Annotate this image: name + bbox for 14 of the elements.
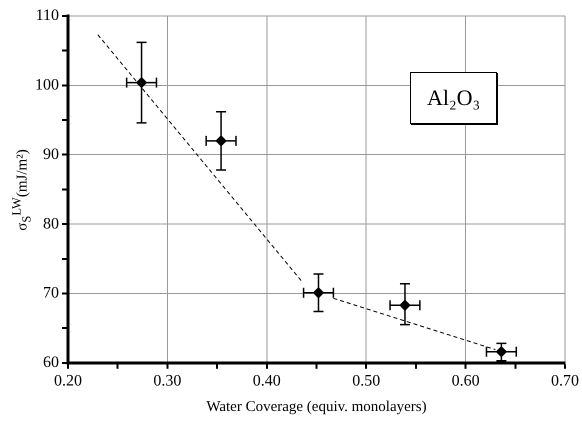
x-tick-label: 0.50 xyxy=(352,372,380,390)
y-tick-label: 60 xyxy=(43,354,59,372)
x-tick-label: 0.60 xyxy=(452,372,480,390)
x-tick-label: 0.20 xyxy=(54,372,82,390)
y-tick-label: 110 xyxy=(36,7,59,24)
annotation: Al₂O₃ xyxy=(410,72,498,124)
y-tick-label: 70 xyxy=(43,284,59,302)
x-tick-label: 0.30 xyxy=(153,372,182,390)
x-tick-label: 0.40 xyxy=(252,372,281,390)
y-tick-label: 80 xyxy=(43,215,59,232)
x-axis-title: Water Coverage (equiv. monolayers) xyxy=(206,398,427,415)
y-tick-label: 100 xyxy=(35,76,59,94)
x-tick-label: 0.70 xyxy=(551,372,579,390)
y-tick-label: 90 xyxy=(43,146,59,163)
